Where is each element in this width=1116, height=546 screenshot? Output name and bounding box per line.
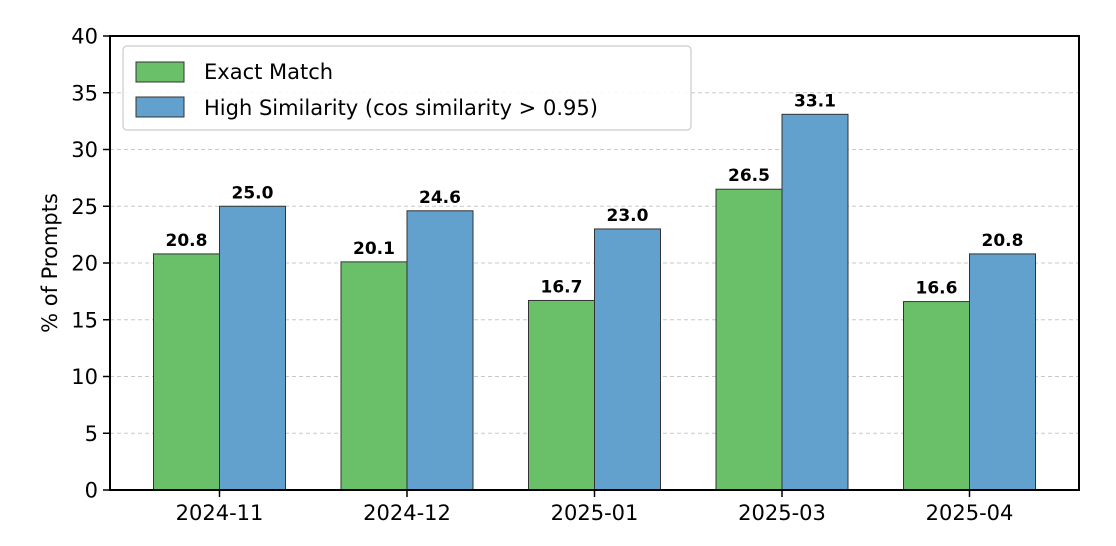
legend: Exact Match High Similarity (cos similar… (122, 45, 692, 131)
bar-value-label: 26.5 (728, 166, 770, 186)
legend-box (122, 45, 692, 131)
bar-value-label: 20.8 (166, 231, 208, 251)
bar-exact-match-2025-04 (903, 301, 970, 491)
y-tick-label-40: 40 (71, 25, 98, 49)
bar-exact-match-2025-03 (715, 188, 783, 491)
bar-high-similarity-cos--2025-04 (969, 253, 1036, 491)
bar-value-label: 16.7 (541, 277, 583, 297)
legend-swatch-exact-match (135, 61, 185, 83)
bar-exact-match-2025-01 (528, 299, 595, 491)
y-axis-ticks: 0 5 10 15 20 25 30 35 40 (71, 25, 110, 503)
bar-value-label: 24.6 (419, 188, 461, 208)
y-tick-label-30: 30 (71, 138, 98, 162)
bar-value-label: 23.0 (607, 206, 649, 226)
legend-swatch-high-similarity (135, 96, 185, 118)
bar-value-label: 33.1 (794, 91, 836, 111)
y-tick-label-0: 0 (85, 479, 98, 503)
x-tick-label-2024-12: 2024-12 (363, 501, 451, 525)
bar-value-label: 20.8 (982, 231, 1024, 251)
x-axis-ticks: 2024-11 2024-12 2025-01 2025-03 2025-04 (176, 490, 1014, 525)
bar-high-similarity-cos--2024-11 (219, 205, 286, 491)
bar-value-label: 20.1 (353, 239, 395, 259)
y-tick-label-5: 5 (85, 422, 98, 446)
y-tick-label-35: 35 (71, 81, 98, 105)
bar-exact-match-2024-11 (153, 253, 220, 491)
y-axis-label: % of Prompts (38, 193, 62, 333)
y-tick-label-25: 25 (71, 195, 98, 219)
bar-value-labels: 20.8 20.1 16.7 26.5 16.6 25.0 24.6 23.0 33.1 20.8 (166, 91, 1024, 298)
bar-high-similarity-cos--2025-03 (781, 113, 849, 491)
x-tick-label-2024-11: 2024-11 (176, 501, 264, 525)
legend-label-exact-match: Exact Match (204, 60, 333, 84)
y-tick-label-20: 20 (71, 252, 98, 276)
bars (153, 113, 1036, 491)
y-tick-label-10: 10 (71, 365, 98, 389)
x-tick-label-2025-01: 2025-01 (551, 501, 639, 525)
x-tick-label-2025-03: 2025-03 (738, 501, 826, 525)
bar-value-label: 16.6 (916, 279, 958, 299)
bar-exact-match-2024-12 (340, 261, 408, 491)
bar-value-label: 25.0 (232, 183, 274, 203)
x-tick-label-2025-04: 2025-04 (926, 501, 1014, 525)
bar-high-similarity-cos--2025-01 (594, 228, 661, 491)
legend-label-high-similarity: High Similarity (cos similarity > 0.95) (204, 96, 598, 120)
bar-high-similarity-cos--2024-12 (406, 210, 474, 491)
y-tick-label-15: 15 (71, 308, 98, 332)
